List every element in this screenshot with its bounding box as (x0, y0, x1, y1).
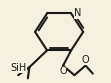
Text: SiH: SiH (10, 63, 26, 73)
Text: O: O (82, 55, 89, 65)
Text: N: N (74, 8, 82, 18)
Text: O: O (59, 66, 67, 76)
